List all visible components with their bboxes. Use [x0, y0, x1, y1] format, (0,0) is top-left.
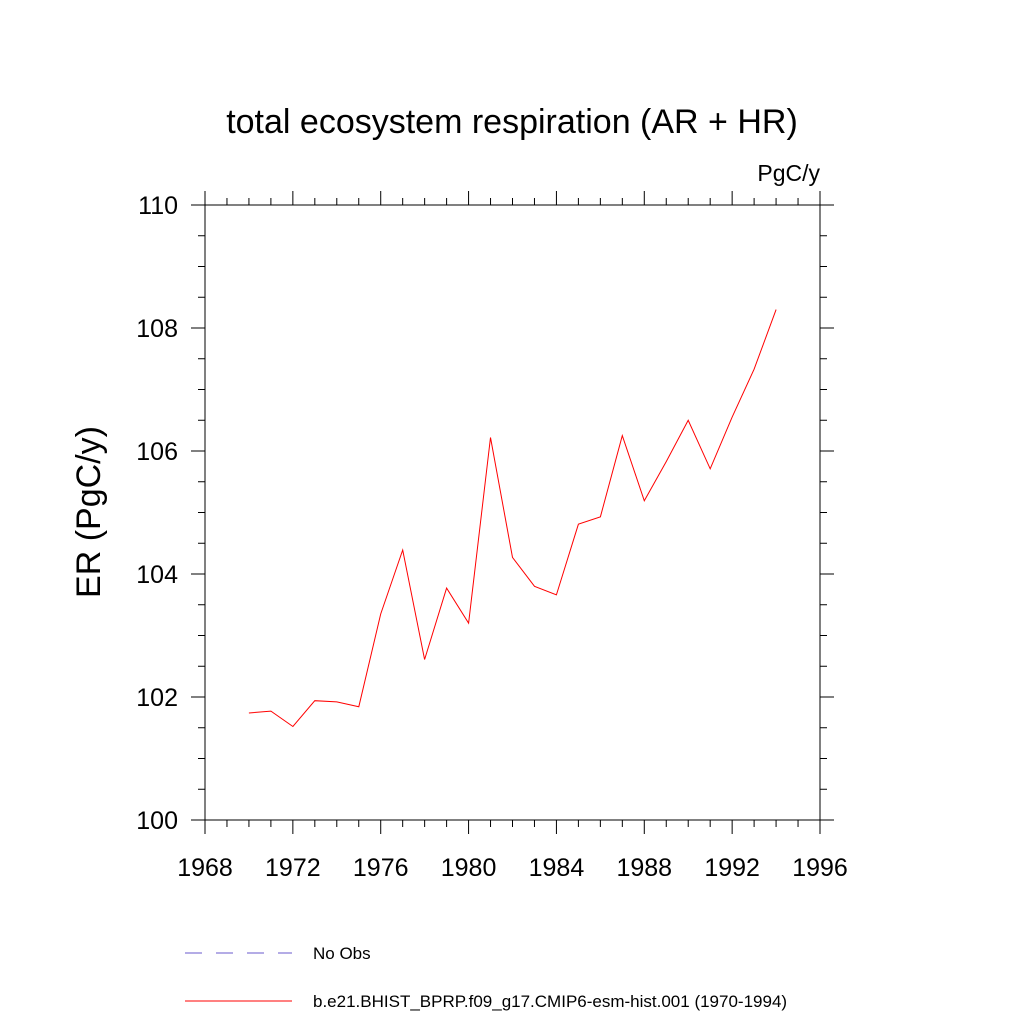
- x-tick-label: 1980: [441, 854, 497, 882]
- chart-title: total ecosystem respiration (AR + HR): [226, 103, 798, 141]
- y-tick-label: 108: [136, 315, 178, 343]
- x-tick-label: 1984: [529, 854, 585, 882]
- legend: No Obs b.e21.BHIST_BPRP.f09_g17.CMIP6-es…: [185, 944, 787, 1011]
- x-tick-labels: 1968 1972 1976 1980 1984 1988 1992 1996: [177, 854, 848, 882]
- plot-frame: [204, 204, 821, 821]
- y-axis-label: ER (PgC/y): [70, 426, 108, 598]
- x-tick-label: 1992: [704, 854, 760, 882]
- series-line: [248, 309, 777, 728]
- y-tick-label: 110: [138, 192, 178, 220]
- y-tick-label: 102: [136, 684, 178, 712]
- y-tick-label: 104: [136, 561, 178, 589]
- x-tick-label: 1972: [265, 854, 321, 882]
- x-tick-label: 1976: [353, 854, 409, 882]
- y-tick-label: 106: [136, 438, 178, 466]
- x-tick-label: 1988: [616, 854, 672, 882]
- axis-ticks: [191, 191, 834, 834]
- x-tick-label: 1996: [792, 854, 848, 882]
- legend-label-no-obs: No Obs: [313, 944, 371, 963]
- series-lines: [248, 309, 777, 728]
- x-tick-label: 1968: [177, 854, 233, 882]
- y-tick-label: 100: [136, 807, 178, 835]
- y-tick-labels: 100 102 104 106 108 110: [136, 192, 178, 835]
- units-label: PgC/y: [757, 160, 820, 186]
- legend-label-model: b.e21.BHIST_BPRP.f09_g17.CMIP6-esm-hist.…: [313, 992, 787, 1011]
